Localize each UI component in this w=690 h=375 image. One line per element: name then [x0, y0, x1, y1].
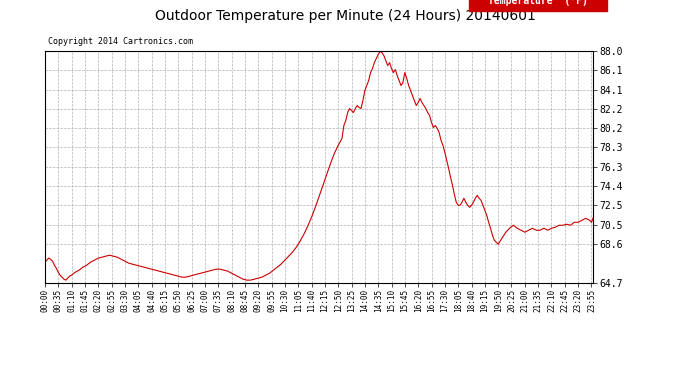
- Text: Copyright 2014 Cartronics.com: Copyright 2014 Cartronics.com: [48, 37, 193, 46]
- Text: Temperature  (°F): Temperature (°F): [489, 0, 588, 6]
- Text: Outdoor Temperature per Minute (24 Hours) 20140601: Outdoor Temperature per Minute (24 Hours…: [155, 9, 535, 23]
